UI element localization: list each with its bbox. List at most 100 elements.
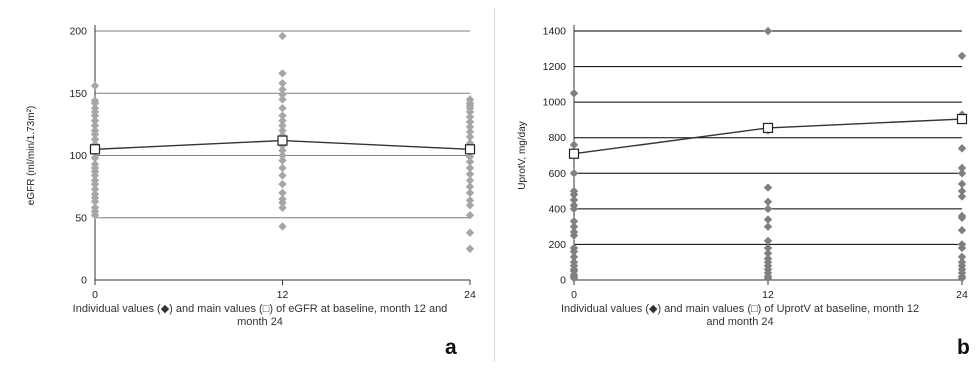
individual-value-marker [957, 51, 967, 61]
chart-panel-a: 0 50 100 150 200 0 12 24 eGFR (ml/min/1.73m²) In… [26, 25, 480, 359]
individual-value-marker [278, 103, 287, 113]
chart-a-caption: Individual values (◆) and main values (□… [40, 303, 480, 329]
caption-line: month 24 [237, 316, 283, 328]
individual-value-marker [569, 140, 579, 150]
y-tick-label: 1400 [543, 26, 567, 38]
individual-value-marker [763, 204, 773, 214]
individual-value-marker [465, 196, 475, 205]
caption-line: Individual values (◆) and main values (□… [72, 303, 448, 315]
y-tick-label: 1000 [543, 97, 567, 109]
individual-value-marker [569, 252, 579, 262]
y-tick-label: 1200 [543, 61, 567, 73]
individual-value-marker [278, 179, 287, 189]
mean-value-marker [464, 144, 476, 155]
individual-value-marker [90, 111, 100, 120]
individual-value-marker [957, 179, 967, 189]
individual-value-marker [763, 183, 773, 192]
individual-value-marker [90, 121, 100, 130]
individual-value-marker [465, 152, 475, 161]
individual-value-marker [569, 247, 579, 256]
individual-value-marker [763, 236, 773, 246]
individual-value-marker [465, 169, 475, 179]
individual-value-marker [278, 85, 287, 94]
individual-value-marker [465, 188, 475, 198]
individual-value-marker [465, 107, 475, 117]
x-tick-label: 12 [277, 289, 289, 300]
individual-value-marker [957, 243, 967, 253]
chart-panel-b: 0 200 400 600 800 1000 1200 1400 0 12 24 UprotV, mg… [495, 0, 977, 370]
y-tick-label: 0 [81, 275, 87, 287]
individual-value-marker [90, 184, 100, 194]
individual-value-marker [465, 117, 475, 127]
individual-value-marker [278, 111, 287, 120]
y-tick-label: 100 [69, 150, 87, 162]
individual-value-marker [90, 179, 100, 189]
y-axis-title: eGFR (ml/min/1.73m²) [26, 106, 37, 205]
individual-value-marker [465, 228, 475, 237]
individual-value-marker [278, 198, 287, 208]
y-tick-label: 150 [69, 88, 87, 100]
individual-value-marker [763, 222, 773, 231]
chart-a-plot: 0 50 100 150 200 0 12 24 eGFR (ml/min/1.73m²) [26, 25, 476, 301]
individual-value-marker [957, 213, 967, 222]
individual-value-marker [569, 204, 579, 214]
individual-value-marker [569, 190, 579, 199]
individual-value-marker [569, 217, 579, 226]
x-tick-label: 24 [464, 289, 476, 300]
individual-value-marker [278, 121, 287, 130]
y-tick-label: 400 [548, 203, 566, 215]
individual-value-marker [278, 90, 287, 99]
chart-b-caption: Individual values (◆) and main values (□… [520, 303, 960, 329]
individual-value-marker [465, 122, 475, 132]
individual-value-marker [763, 249, 773, 258]
individual-value-marker [763, 197, 773, 206]
mean-value-marker [762, 122, 774, 134]
mean-value-marker [277, 135, 288, 146]
individual-value-marker [278, 95, 287, 104]
individual-value-marker [569, 195, 579, 205]
individual-value-marker [278, 156, 287, 165]
chart-b-plot: 0 200 400 600 800 1000 1200 1400 0 12 24 UprotV, mg… [517, 25, 968, 301]
individual-value-marker [465, 176, 475, 185]
individual-value-marker [763, 274, 773, 283]
individual-value-marker [957, 274, 967, 283]
individual-value-marker [278, 79, 287, 88]
individual-value-marker [90, 153, 100, 163]
x-tick-label: 24 [956, 289, 968, 300]
individual-value-marker [278, 146, 287, 155]
individual-value-marker [569, 274, 579, 283]
individual-value-marker [957, 226, 967, 235]
individual-value-marker [465, 132, 475, 142]
individual-value-marker [90, 135, 100, 144]
individual-value-marker [957, 144, 967, 153]
individual-value-marker [569, 89, 579, 98]
y-tick-label: 200 [548, 239, 566, 251]
individual-value-marker [569, 169, 579, 178]
y-tick-label: 800 [548, 132, 566, 144]
individual-value-marker [465, 163, 475, 173]
individual-value-marker [90, 81, 100, 90]
caption-line: and month 24 [706, 316, 774, 328]
individual-value-marker [465, 157, 475, 166]
individual-value-marker [465, 244, 475, 254]
individual-value-marker [90, 116, 100, 125]
x-tick-label: 12 [762, 289, 774, 300]
individual-value-marker [763, 215, 773, 224]
individual-value-marker [465, 182, 475, 191]
individual-value-marker [278, 188, 287, 198]
x-tick-label: 0 [571, 289, 577, 300]
individual-value-marker [957, 186, 967, 196]
x-tick-label: 0 [92, 289, 98, 300]
individual-value-marker [278, 151, 287, 160]
individual-value-marker [278, 31, 287, 41]
mean-value-marker [956, 113, 968, 125]
individual-value-marker [569, 222, 579, 231]
individual-value-marker [465, 201, 475, 210]
panel-divider [494, 8, 495, 362]
individual-value-marker [278, 171, 287, 180]
individual-value-marker [90, 211, 100, 220]
panel-label-b: b [957, 336, 970, 359]
y-tick-label: 0 [560, 275, 566, 287]
individual-value-marker [465, 211, 475, 220]
